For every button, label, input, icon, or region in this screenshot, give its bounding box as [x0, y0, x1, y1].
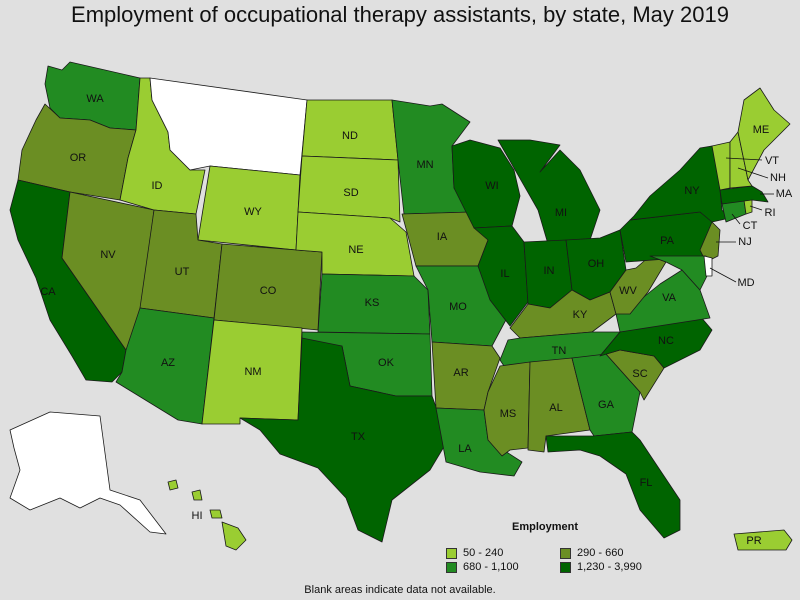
label-ky: KY	[573, 309, 588, 321]
label-az: AZ	[161, 357, 175, 369]
state-hi-oahu[interactable]	[191, 489, 203, 501]
label-nd: ND	[342, 130, 358, 142]
label-nj: NJ	[738, 236, 751, 248]
label-or: OR	[70, 152, 87, 164]
label-nh: NH	[770, 172, 786, 184]
label-sc: SC	[632, 368, 647, 380]
label-tn: TN	[552, 345, 567, 357]
legend-label-2: 290 - 660	[577, 547, 624, 559]
label-ny: NY	[684, 185, 700, 197]
state-hi-group	[167, 479, 247, 551]
legend-label-3: 680 - 1,100	[463, 561, 519, 573]
label-ne: NE	[348, 244, 363, 256]
state-ak[interactable]	[9, 411, 167, 535]
label-me: ME	[753, 124, 770, 136]
label-nm: NM	[244, 366, 261, 378]
label-mn: MN	[416, 159, 433, 171]
state-de[interactable]	[703, 255, 713, 277]
state-ks[interactable]	[317, 273, 431, 335]
state-sd[interactable]	[297, 155, 401, 223]
legend-label-4: 1,230 - 3,990	[577, 561, 642, 573]
legend-swatch-2	[560, 547, 571, 559]
label-pr: PR	[746, 535, 761, 547]
label-ar: AR	[453, 367, 468, 379]
legend-item-2: 290 - 660	[560, 547, 623, 559]
label-vt: VT	[765, 155, 779, 167]
state-il[interactable]	[473, 225, 529, 327]
label-ok: OK	[378, 357, 395, 369]
footnote: Blank areas indicate data not available.	[304, 584, 496, 596]
legend-item-4: 1,230 - 3,990	[560, 561, 642, 573]
label-hi: HI	[192, 510, 203, 522]
leader-md	[709, 267, 737, 283]
label-ut: UT	[175, 266, 190, 278]
label-va: VA	[662, 292, 677, 304]
label-mo: MO	[449, 301, 467, 313]
label-co: CO	[260, 285, 277, 297]
state-hi-big-island[interactable]	[221, 521, 247, 551]
label-oh: OH	[588, 258, 605, 270]
state-pr[interactable]	[733, 529, 793, 551]
map-title: Employment of occupational therapy assis…	[71, 2, 729, 27]
label-id: ID	[152, 180, 163, 192]
label-mi: MI	[555, 207, 567, 219]
label-wy: WY	[244, 206, 262, 218]
label-ia: IA	[437, 231, 448, 243]
label-ms: MS	[500, 408, 517, 420]
legend-label-1: 50 - 240	[463, 547, 504, 559]
label-nv: NV	[100, 249, 116, 261]
label-il: IL	[500, 268, 509, 280]
state-wi[interactable]	[451, 139, 521, 229]
label-tx: TX	[351, 431, 366, 443]
legend-item-1: 50 - 240	[446, 547, 503, 559]
label-in: IN	[544, 265, 555, 277]
legend-swatch-1	[446, 547, 457, 559]
label-ca: CA	[40, 286, 56, 298]
state-fl[interactable]	[545, 431, 681, 539]
legend-swatch-3	[446, 561, 457, 573]
legend-title: Employment	[512, 521, 579, 533]
label-wv: WV	[619, 285, 637, 297]
label-ri: RI	[765, 207, 776, 219]
label-wa: WA	[86, 93, 104, 105]
label-fl: FL	[640, 477, 653, 489]
label-al: AL	[549, 402, 562, 414]
label-ma: MA	[776, 188, 793, 200]
state-md[interactable]	[649, 255, 709, 291]
leader-nh	[737, 167, 769, 179]
label-sd: SD	[343, 187, 358, 199]
legend-item-3: 680 - 1,100	[446, 561, 519, 573]
leader-ri	[749, 205, 763, 211]
leader-vt	[725, 157, 763, 161]
leader-ct	[731, 213, 741, 225]
label-md: MD	[737, 277, 754, 289]
legend-swatch-4	[560, 561, 571, 573]
label-ga: GA	[598, 399, 615, 411]
leader-lines	[709, 157, 774, 283]
label-pa: PA	[660, 235, 675, 247]
label-wi: WI	[485, 180, 498, 192]
label-nc: NC	[658, 335, 674, 347]
state-hi-maui[interactable]	[209, 509, 223, 519]
label-ct: CT	[743, 220, 758, 232]
state-tx[interactable]	[239, 337, 449, 543]
state-me[interactable]	[737, 87, 791, 181]
state-hi-kauai[interactable]	[167, 479, 179, 491]
label-la: LA	[458, 443, 472, 455]
label-ks: KS	[365, 297, 380, 309]
